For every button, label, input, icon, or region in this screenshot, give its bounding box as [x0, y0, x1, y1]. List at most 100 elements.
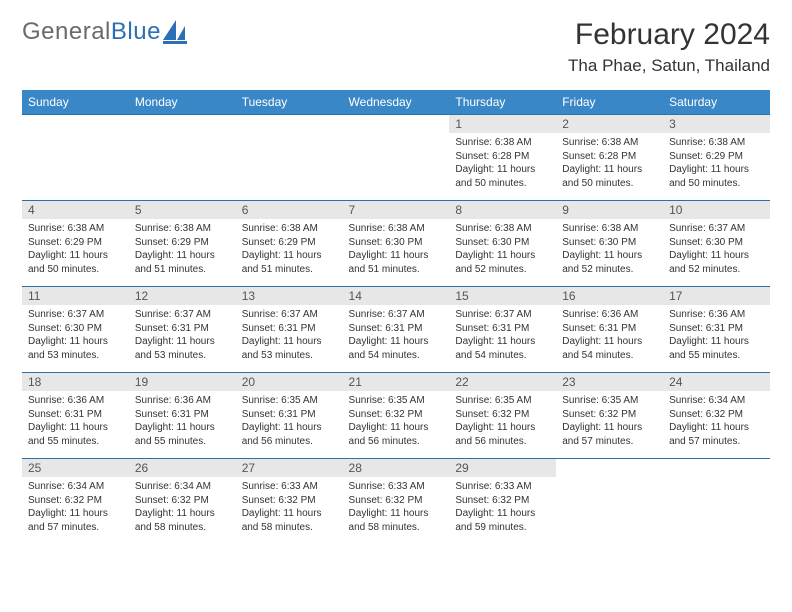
brand-sail-icon — [163, 20, 189, 44]
daylight-line: Daylight: 11 hours and 59 minutes. — [455, 507, 550, 534]
sunset-line: Sunset: 6:28 PM — [562, 150, 657, 164]
sunset-line: Sunset: 6:32 PM — [349, 408, 444, 422]
calendar-cell: 23Sunrise: 6:35 AMSunset: 6:32 PMDayligh… — [556, 373, 663, 459]
sunrise-line: Sunrise: 6:36 AM — [28, 394, 123, 408]
weekday-thursday: Thursday — [449, 90, 556, 115]
day-details: Sunrise: 6:33 AMSunset: 6:32 PMDaylight:… — [449, 477, 556, 537]
sunrise-line: Sunrise: 6:38 AM — [669, 136, 764, 150]
daylight-line: Daylight: 11 hours and 50 minutes. — [28, 249, 123, 276]
day-number: 22 — [449, 373, 556, 391]
sunrise-line: Sunrise: 6:37 AM — [242, 308, 337, 322]
day-number: 17 — [663, 287, 770, 305]
sunset-line: Sunset: 6:32 PM — [455, 494, 550, 508]
sunset-line: Sunset: 6:31 PM — [135, 322, 230, 336]
sunset-line: Sunset: 6:32 PM — [135, 494, 230, 508]
sunset-line: Sunset: 6:32 PM — [455, 408, 550, 422]
calendar-cell: 2Sunrise: 6:38 AMSunset: 6:28 PMDaylight… — [556, 115, 663, 201]
day-details: Sunrise: 6:36 AMSunset: 6:31 PMDaylight:… — [22, 391, 129, 451]
day-number: 29 — [449, 459, 556, 477]
calendar-cell: 27Sunrise: 6:33 AMSunset: 6:32 PMDayligh… — [236, 459, 343, 545]
day-number: 13 — [236, 287, 343, 305]
day-number: 1 — [449, 115, 556, 133]
day-details: Sunrise: 6:37 AMSunset: 6:31 PMDaylight:… — [129, 305, 236, 365]
calendar-cell — [129, 115, 236, 201]
sunset-line: Sunset: 6:30 PM — [455, 236, 550, 250]
day-details: Sunrise: 6:38 AMSunset: 6:29 PMDaylight:… — [129, 219, 236, 279]
day-details: Sunrise: 6:38 AMSunset: 6:30 PMDaylight:… — [343, 219, 450, 279]
sunrise-line: Sunrise: 6:35 AM — [455, 394, 550, 408]
title-block: February 2024 Tha Phae, Satun, Thailand — [568, 18, 770, 76]
daylight-line: Daylight: 11 hours and 52 minutes. — [669, 249, 764, 276]
daylight-line: Daylight: 11 hours and 57 minutes. — [28, 507, 123, 534]
calendar-cell: 12Sunrise: 6:37 AMSunset: 6:31 PMDayligh… — [129, 287, 236, 373]
day-number: 25 — [22, 459, 129, 477]
daylight-line: Daylight: 11 hours and 58 minutes. — [135, 507, 230, 534]
daylight-line: Daylight: 11 hours and 58 minutes. — [349, 507, 444, 534]
calendar-row: 25Sunrise: 6:34 AMSunset: 6:32 PMDayligh… — [22, 459, 770, 545]
sunrise-line: Sunrise: 6:37 AM — [28, 308, 123, 322]
calendar-row: 18Sunrise: 6:36 AMSunset: 6:31 PMDayligh… — [22, 373, 770, 459]
sunrise-line: Sunrise: 6:37 AM — [455, 308, 550, 322]
location-text: Tha Phae, Satun, Thailand — [568, 56, 770, 76]
day-number: 12 — [129, 287, 236, 305]
sunset-line: Sunset: 6:29 PM — [28, 236, 123, 250]
daylight-line: Daylight: 11 hours and 54 minutes. — [349, 335, 444, 362]
month-title: February 2024 — [568, 18, 770, 52]
sunrise-line: Sunrise: 6:37 AM — [135, 308, 230, 322]
calendar-cell: 5Sunrise: 6:38 AMSunset: 6:29 PMDaylight… — [129, 201, 236, 287]
sunset-line: Sunset: 6:32 PM — [242, 494, 337, 508]
sunset-line: Sunset: 6:32 PM — [562, 408, 657, 422]
day-number: 19 — [129, 373, 236, 391]
day-details: Sunrise: 6:38 AMSunset: 6:28 PMDaylight:… — [449, 133, 556, 193]
sunset-line: Sunset: 6:31 PM — [455, 322, 550, 336]
daylight-line: Daylight: 11 hours and 56 minutes. — [242, 421, 337, 448]
day-number: 10 — [663, 201, 770, 219]
calendar-cell: 7Sunrise: 6:38 AMSunset: 6:30 PMDaylight… — [343, 201, 450, 287]
calendar-cell — [22, 115, 129, 201]
day-number: 14 — [343, 287, 450, 305]
sunrise-line: Sunrise: 6:38 AM — [562, 136, 657, 150]
calendar-cell: 9Sunrise: 6:38 AMSunset: 6:30 PMDaylight… — [556, 201, 663, 287]
day-number: 9 — [556, 201, 663, 219]
calendar-cell: 28Sunrise: 6:33 AMSunset: 6:32 PMDayligh… — [343, 459, 450, 545]
weekday-monday: Monday — [129, 90, 236, 115]
day-details: Sunrise: 6:38 AMSunset: 6:30 PMDaylight:… — [556, 219, 663, 279]
day-details: Sunrise: 6:37 AMSunset: 6:30 PMDaylight:… — [22, 305, 129, 365]
sunset-line: Sunset: 6:30 PM — [349, 236, 444, 250]
weekday-saturday: Saturday — [663, 90, 770, 115]
day-number: 18 — [22, 373, 129, 391]
calendar-cell: 4Sunrise: 6:38 AMSunset: 6:29 PMDaylight… — [22, 201, 129, 287]
calendar-cell: 8Sunrise: 6:38 AMSunset: 6:30 PMDaylight… — [449, 201, 556, 287]
day-details: Sunrise: 6:38 AMSunset: 6:28 PMDaylight:… — [556, 133, 663, 193]
day-number: 15 — [449, 287, 556, 305]
sunrise-line: Sunrise: 6:33 AM — [455, 480, 550, 494]
daylight-line: Daylight: 11 hours and 52 minutes. — [562, 249, 657, 276]
daylight-line: Daylight: 11 hours and 58 minutes. — [242, 507, 337, 534]
day-details: Sunrise: 6:38 AMSunset: 6:29 PMDaylight:… — [663, 133, 770, 193]
daylight-line: Daylight: 11 hours and 50 minutes. — [669, 163, 764, 190]
daylight-line: Daylight: 11 hours and 56 minutes. — [349, 421, 444, 448]
sunset-line: Sunset: 6:30 PM — [28, 322, 123, 336]
day-number: 23 — [556, 373, 663, 391]
sunrise-line: Sunrise: 6:38 AM — [242, 222, 337, 236]
sunrise-line: Sunrise: 6:38 AM — [562, 222, 657, 236]
daylight-line: Daylight: 11 hours and 53 minutes. — [135, 335, 230, 362]
day-details: Sunrise: 6:38 AMSunset: 6:29 PMDaylight:… — [22, 219, 129, 279]
daylight-line: Daylight: 11 hours and 57 minutes. — [669, 421, 764, 448]
day-number: 20 — [236, 373, 343, 391]
sunset-line: Sunset: 6:31 PM — [242, 322, 337, 336]
sunset-line: Sunset: 6:32 PM — [28, 494, 123, 508]
sunrise-line: Sunrise: 6:34 AM — [669, 394, 764, 408]
weekday-friday: Friday — [556, 90, 663, 115]
sunrise-line: Sunrise: 6:35 AM — [242, 394, 337, 408]
calendar-cell — [556, 459, 663, 545]
calendar-cell: 19Sunrise: 6:36 AMSunset: 6:31 PMDayligh… — [129, 373, 236, 459]
daylight-line: Daylight: 11 hours and 54 minutes. — [455, 335, 550, 362]
calendar-cell: 6Sunrise: 6:38 AMSunset: 6:29 PMDaylight… — [236, 201, 343, 287]
sunset-line: Sunset: 6:30 PM — [562, 236, 657, 250]
sunset-line: Sunset: 6:31 PM — [242, 408, 337, 422]
sunrise-line: Sunrise: 6:33 AM — [349, 480, 444, 494]
day-details: Sunrise: 6:33 AMSunset: 6:32 PMDaylight:… — [236, 477, 343, 537]
calendar-cell: 24Sunrise: 6:34 AMSunset: 6:32 PMDayligh… — [663, 373, 770, 459]
calendar-cell — [663, 459, 770, 545]
